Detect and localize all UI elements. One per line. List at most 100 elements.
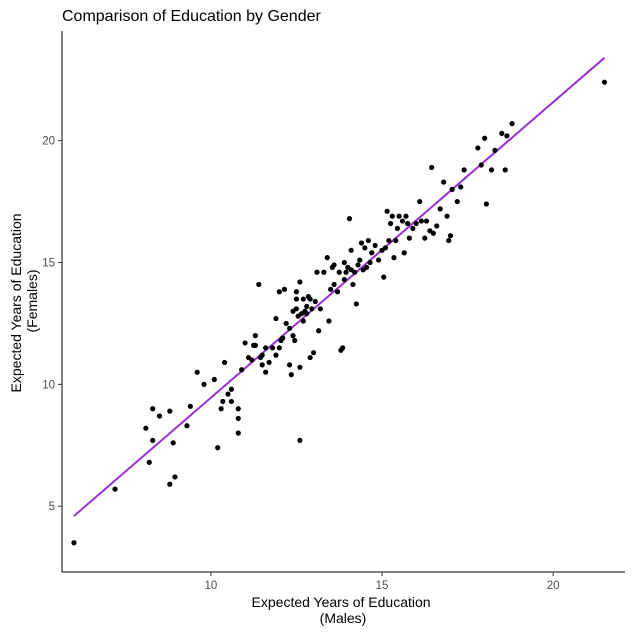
data-point-147 <box>483 201 489 207</box>
data-point-12 <box>187 403 193 409</box>
data-point-8 <box>167 481 173 487</box>
data-point-118 <box>394 225 401 231</box>
data-point-15 <box>211 376 217 383</box>
data-point-36 <box>259 352 265 358</box>
data-point-143 <box>461 167 467 173</box>
y-axis-title-line-1: Expected Years of Education <box>8 213 24 392</box>
plot-area: 10 15 20 5 10 15 20 <box>42 31 625 592</box>
data-point-116 <box>391 255 397 261</box>
data-point-120 <box>399 218 406 224</box>
data-point-51 <box>288 372 294 378</box>
data-point-130 <box>423 218 430 224</box>
data-point-96 <box>352 269 358 275</box>
data-point-153 <box>509 121 515 127</box>
data-point-6 <box>156 413 163 419</box>
data-point-23 <box>235 415 241 422</box>
data-point-128 <box>418 218 424 224</box>
data-point-138 <box>446 237 452 244</box>
data-point-50 <box>286 325 293 331</box>
trend-line-layer <box>73 57 606 517</box>
data-point-79 <box>326 318 332 324</box>
data-point-121 <box>401 250 407 256</box>
data-point-71 <box>309 306 315 312</box>
data-point-7 <box>167 408 173 414</box>
data-point-59 <box>297 437 303 444</box>
data-point-110 <box>381 274 387 280</box>
data-point-83 <box>331 281 337 288</box>
data-point-70 <box>307 354 313 361</box>
data-point-54 <box>292 337 298 344</box>
data-point-26 <box>235 406 241 412</box>
data-point-149 <box>492 147 498 154</box>
data-point-44 <box>276 345 282 351</box>
data-point-31 <box>252 333 258 339</box>
data-point-80 <box>328 286 334 292</box>
x-axis-title-line-2: (Males) <box>320 610 367 626</box>
data-point-99 <box>357 257 363 263</box>
data-point-64 <box>300 296 306 302</box>
data-point-78 <box>324 255 330 261</box>
data-point-77 <box>321 269 327 275</box>
data-point-84 <box>334 289 341 295</box>
data-point-67 <box>304 311 310 317</box>
data-point-42 <box>273 352 279 358</box>
data-point-122 <box>403 213 409 219</box>
data-point-111 <box>382 245 389 251</box>
data-point-137 <box>444 213 450 219</box>
y-tick-label-20: 20 <box>42 136 55 148</box>
data-point-24 <box>235 430 241 436</box>
data-point-129 <box>422 235 428 241</box>
data-point-105 <box>367 259 373 266</box>
data-point-106 <box>369 250 375 256</box>
data-point-148 <box>488 167 495 173</box>
data-point-125 <box>410 225 416 231</box>
data-point-18 <box>220 398 226 405</box>
data-point-76 <box>317 306 323 312</box>
data-point-85 <box>336 269 342 275</box>
data-point-114 <box>387 220 394 227</box>
data-point-19 <box>221 359 228 366</box>
x-tick-label-20: 20 <box>547 580 560 592</box>
data-point-47 <box>281 286 288 292</box>
data-point-61 <box>297 364 303 370</box>
data-point-72 <box>310 350 317 356</box>
data-point-29 <box>249 357 255 363</box>
data-point-115 <box>389 213 395 219</box>
data-point-14 <box>201 381 207 387</box>
data-point-46 <box>280 335 286 341</box>
data-point-16 <box>215 445 221 451</box>
data-point-107 <box>372 242 378 249</box>
data-point-154 <box>601 79 608 85</box>
data-point-35 <box>259 362 265 368</box>
data-point-89 <box>341 276 347 283</box>
data-point-87 <box>340 345 346 351</box>
data-point-21 <box>228 386 235 392</box>
data-point-112 <box>384 208 390 214</box>
data-point-57 <box>293 296 300 302</box>
data-point-140 <box>449 186 455 193</box>
data-point-103 <box>364 264 370 270</box>
data-point-0 <box>71 540 77 546</box>
data-point-2 <box>143 425 149 431</box>
data-point-144 <box>475 145 481 151</box>
data-point-124 <box>406 235 412 241</box>
data-point-88 <box>341 259 347 266</box>
ticks-layer: 10 15 20 5 10 15 20 <box>42 136 559 592</box>
data-point-37 <box>263 345 269 351</box>
data-point-56 <box>293 306 300 312</box>
data-point-134 <box>434 223 440 229</box>
data-point-100 <box>358 240 365 246</box>
data-point-3 <box>146 459 152 465</box>
data-point-20 <box>225 391 231 397</box>
data-point-25 <box>239 367 245 373</box>
x-axis-title: Expected Years of Education (Males) <box>252 594 435 626</box>
data-point-55 <box>293 289 300 295</box>
data-point-151 <box>502 167 508 173</box>
data-point-63 <box>300 318 306 324</box>
data-point-150 <box>499 130 505 136</box>
data-point-119 <box>396 213 402 219</box>
data-point-95 <box>350 281 356 288</box>
data-point-69 <box>307 296 313 302</box>
data-point-102 <box>362 245 368 251</box>
data-point-48 <box>283 320 289 327</box>
